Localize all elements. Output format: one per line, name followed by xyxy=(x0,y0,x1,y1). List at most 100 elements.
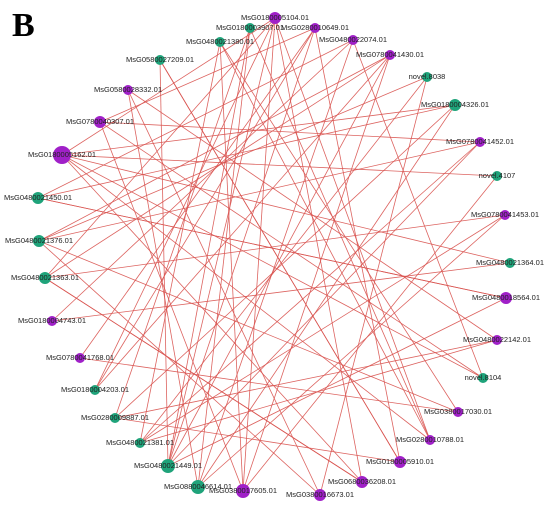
node xyxy=(47,316,57,326)
panel-label: B xyxy=(12,7,35,44)
node-label: MsG0480021450.01 xyxy=(4,193,72,202)
node-label: MsG0480021364.01 xyxy=(476,258,544,267)
node xyxy=(245,23,255,33)
edge xyxy=(38,54,391,242)
edge xyxy=(114,417,401,463)
node xyxy=(191,480,205,494)
edge xyxy=(61,154,363,483)
edge xyxy=(99,121,244,492)
node xyxy=(492,335,502,345)
node-label: MsG0780041430.01 xyxy=(356,50,424,59)
edge xyxy=(44,277,363,483)
edge xyxy=(167,17,276,467)
edge xyxy=(38,76,428,242)
edges xyxy=(37,17,511,496)
edge xyxy=(139,41,221,444)
node-label: MsG0680036208.01 xyxy=(328,477,396,486)
node-label: novel.4107 xyxy=(479,171,516,180)
edge xyxy=(61,154,431,441)
edge xyxy=(219,41,459,413)
node-label: novel.8038 xyxy=(409,72,446,81)
edge xyxy=(219,41,431,441)
edge xyxy=(79,357,459,413)
edge xyxy=(37,104,456,199)
node-label: MsG0180005162.01 xyxy=(28,150,96,159)
edge xyxy=(61,154,484,379)
edge xyxy=(219,41,244,492)
edge xyxy=(352,39,484,379)
edge xyxy=(61,154,498,177)
edge xyxy=(37,197,507,299)
node xyxy=(449,99,461,111)
edge xyxy=(94,27,316,391)
edge xyxy=(61,17,276,156)
node-label: MsG0480021363.01 xyxy=(11,273,79,282)
edge xyxy=(274,17,363,483)
node-label: MsG0480021449.01 xyxy=(134,461,202,470)
edge xyxy=(167,141,481,467)
node xyxy=(94,116,106,128)
edge xyxy=(167,297,507,467)
node xyxy=(135,438,145,448)
node xyxy=(75,353,85,363)
edge xyxy=(249,27,431,441)
node-label: MsG0480021376.01 xyxy=(5,236,73,245)
edge xyxy=(44,17,276,279)
node xyxy=(314,489,326,501)
node xyxy=(492,171,502,181)
node xyxy=(394,456,406,468)
node-label: MsG0880046614.01 xyxy=(164,482,232,491)
node xyxy=(505,258,515,268)
edge xyxy=(139,76,428,444)
edge xyxy=(38,240,321,496)
node-label: MsG0480022074.01 xyxy=(319,35,387,44)
node xyxy=(425,435,435,445)
edge xyxy=(274,17,431,441)
edge xyxy=(127,89,199,488)
node-label: MsG0280010649.01 xyxy=(281,23,349,32)
edge xyxy=(61,154,511,264)
edge xyxy=(127,89,321,496)
edge xyxy=(159,59,401,463)
node xyxy=(269,12,281,24)
edge xyxy=(127,89,498,341)
edge xyxy=(99,121,481,143)
edge xyxy=(139,141,481,444)
node xyxy=(110,413,120,423)
node xyxy=(215,37,225,47)
edge xyxy=(242,17,276,492)
node-label: MsG0180004743.01 xyxy=(18,316,86,325)
edge xyxy=(44,54,391,279)
node-label: MsG0380017605.01 xyxy=(209,486,277,495)
edge xyxy=(314,27,401,463)
edge xyxy=(197,214,506,488)
node xyxy=(161,459,175,473)
node-label: MsG0480022142.01 xyxy=(463,335,531,344)
node-label: MsG0780041452.01 xyxy=(446,137,514,146)
node xyxy=(310,23,320,33)
edge xyxy=(51,262,511,322)
edge xyxy=(167,54,391,467)
node-label: MsG0380016673.01 xyxy=(286,490,354,499)
edge xyxy=(139,339,498,444)
node-label: MsG0180004326.01 xyxy=(421,100,489,109)
edge xyxy=(94,17,276,391)
edge xyxy=(197,27,251,488)
node-label: MsG0180003907.01 xyxy=(216,23,284,32)
edge xyxy=(242,54,391,492)
edge xyxy=(114,339,498,419)
node xyxy=(39,272,51,284)
node xyxy=(348,35,358,45)
node xyxy=(453,407,463,417)
node-label: MsG0280009887.01 xyxy=(81,413,149,422)
node xyxy=(422,72,432,82)
node-label: MsG0480021380.01 xyxy=(186,37,254,46)
edge xyxy=(79,27,316,359)
node-label: MsG0380017030.01 xyxy=(424,407,492,416)
node xyxy=(356,476,368,488)
node-label: MsG0780041453.01 xyxy=(471,210,539,219)
node xyxy=(478,373,488,383)
node xyxy=(155,55,165,65)
